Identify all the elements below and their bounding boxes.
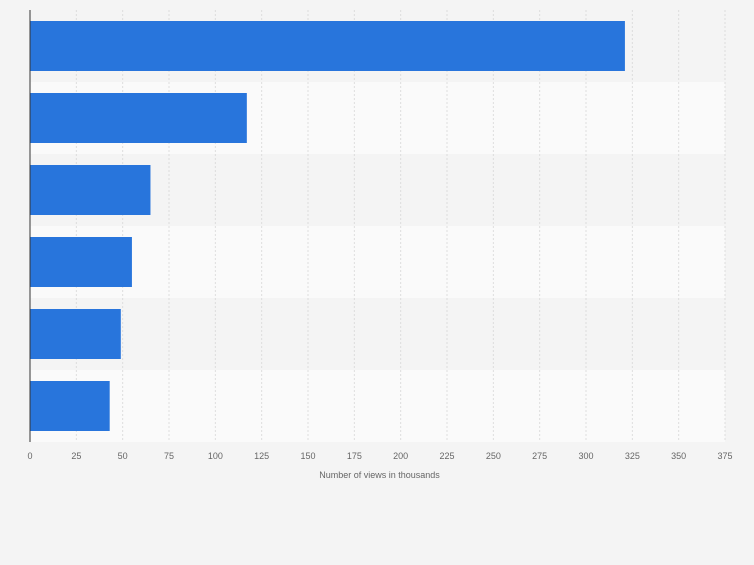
- x-tick-label: 325: [625, 451, 640, 461]
- row-band: [30, 370, 725, 442]
- bar[interactable]: [30, 165, 151, 215]
- x-tick-label: 275: [532, 451, 547, 461]
- bars: [30, 21, 625, 431]
- x-tick-label: 300: [578, 451, 593, 461]
- x-tick-label: 200: [393, 451, 408, 461]
- x-tick-label: 150: [300, 451, 315, 461]
- x-tick-label: 0: [27, 451, 32, 461]
- x-tick-label: 125: [254, 451, 269, 461]
- bar[interactable]: [30, 381, 110, 431]
- x-axis-tick-labels: 0 25 50 75 100 125 150 175 200 225 250 275 300 325 350…: [27, 451, 732, 461]
- row-band: [30, 298, 725, 370]
- x-tick-label: 50: [118, 451, 128, 461]
- row-band: [30, 226, 725, 298]
- x-tick-label: 75: [164, 451, 174, 461]
- row-bands: [30, 10, 725, 442]
- bar[interactable]: [30, 309, 121, 359]
- bar[interactable]: [30, 237, 132, 287]
- x-tick-label: 225: [439, 451, 454, 461]
- x-tick-label: 250: [486, 451, 501, 461]
- x-tick-label: 350: [671, 451, 686, 461]
- bar[interactable]: [30, 21, 625, 71]
- gridlines: [75, 10, 726, 442]
- x-tick-label: 175: [347, 451, 362, 461]
- x-tick-label: 100: [208, 451, 223, 461]
- x-axis-title: Number of views in thousands: [319, 470, 440, 480]
- x-tick-label: 25: [71, 451, 81, 461]
- x-tick-label: 375: [717, 451, 732, 461]
- bar[interactable]: [30, 93, 247, 143]
